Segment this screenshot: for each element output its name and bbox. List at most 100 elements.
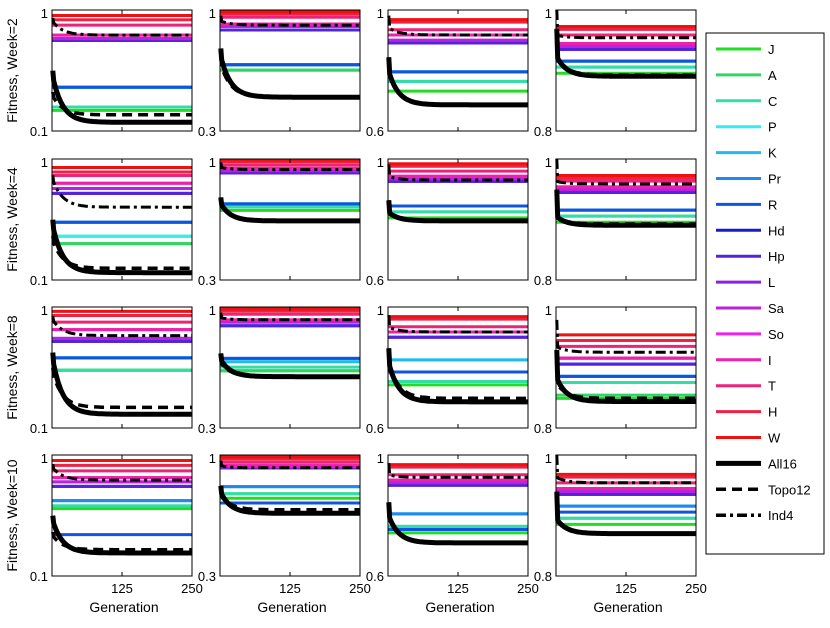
legend-label: Hd — [768, 223, 785, 238]
x-tick-label: 125 — [279, 581, 301, 596]
y-tick-label: 0.8 — [534, 273, 552, 288]
y-tick-label: 1 — [545, 303, 552, 318]
series-topo12-line — [51, 91, 192, 117]
y-tick-label: 1 — [545, 6, 552, 21]
x-tick-label: 250 — [349, 581, 371, 596]
panel-r2-c2: 10.3 — [198, 155, 361, 288]
y-tick-label: 1 — [41, 6, 48, 21]
x-axis-label: Generation — [593, 599, 662, 615]
y-tick-label: 1 — [377, 6, 384, 21]
y-tick-label: 0.3 — [198, 124, 216, 139]
legend-entry-p: P — [716, 120, 777, 135]
legend-label: L — [768, 275, 775, 290]
series-ind4-line — [51, 315, 192, 338]
series-ind4-line — [219, 312, 360, 322]
legend-label: K — [768, 146, 777, 161]
panel-r4-c2: 125 250 1 0.3 Generation — [198, 451, 371, 615]
series-all16-line — [50, 515, 193, 556]
series-all16-line — [50, 219, 193, 276]
legend-entry-j: J — [716, 42, 775, 57]
series-topo12-line — [387, 502, 528, 545]
y-tick-label: 0.1 — [30, 124, 48, 139]
y-axis-label: Fitness, Week=4 — [4, 167, 20, 272]
y-tick-label: 1 — [377, 451, 384, 466]
panel-frame — [51, 158, 193, 281]
series-ind4-line — [387, 463, 528, 479]
legend-entry-l: L — [716, 275, 775, 290]
legend-entry-i: I — [716, 353, 772, 368]
legend-label: All16 — [768, 456, 797, 471]
y-tick-label: 1 — [41, 155, 48, 170]
panel-frame — [387, 306, 529, 429]
panel-r1-c3: 10.6 — [366, 6, 529, 139]
panel-frame — [51, 9, 193, 132]
series-ind4-line — [219, 15, 360, 27]
series-all16-line — [386, 502, 529, 546]
series-all16-line — [218, 485, 361, 516]
legend-entry-all16: All16 — [716, 456, 797, 471]
legend-label: Sa — [768, 301, 785, 316]
series-ind4-line — [387, 15, 528, 37]
legend-entry-topo12: Topo12 — [716, 482, 811, 497]
panel-frame — [387, 454, 529, 577]
legend-entry-c: C — [716, 94, 777, 109]
series-ind4-line — [219, 460, 360, 470]
panel-frame — [51, 454, 193, 577]
panel-r1-c4: 10.8 — [534, 6, 697, 139]
series-all16-line — [218, 353, 361, 380]
series-ind4-line — [555, 319, 696, 354]
y-tick-label: 0.3 — [198, 569, 216, 584]
y-tick-label: 0.6 — [366, 124, 384, 139]
legend-label: Hp — [768, 249, 785, 264]
series-all16-line — [218, 48, 361, 100]
series-ind4-line — [555, 9, 696, 40]
legend-label: A — [768, 68, 777, 83]
legend-entry-ind4: Ind4 — [716, 508, 793, 523]
x-tick-label: 250 — [517, 581, 539, 596]
y-tick-label: 0.1 — [30, 569, 48, 584]
legend-entry-r: R — [716, 197, 777, 212]
panel-r3-c3: 10.6 — [366, 303, 529, 436]
x-axis-label: Generation — [257, 599, 326, 615]
series-all16-line — [386, 348, 529, 405]
y-axis-label: Fitness, Week=8 — [4, 315, 20, 420]
y-tick-label: 1 — [41, 451, 48, 466]
y-tick-label: 0.8 — [534, 421, 552, 436]
x-tick-label: 125 — [615, 581, 637, 596]
series-ind4-line — [387, 315, 528, 334]
legend-label: Pr — [768, 172, 782, 187]
series-all16-line — [50, 70, 193, 125]
legend-label: I — [768, 353, 772, 368]
series-ind4-line — [219, 162, 360, 172]
panel-frame — [555, 306, 697, 429]
x-axis-label: Generation — [89, 599, 158, 615]
series-all16-line — [554, 349, 697, 404]
series-all16-line — [554, 189, 697, 228]
y-tick-label: 0.6 — [366, 273, 384, 288]
series-topo12-line — [51, 367, 192, 410]
legend-entry-hd: Hd — [716, 223, 785, 238]
y-tick-label: 0.1 — [30, 273, 48, 288]
y-tick-label: 1 — [377, 303, 384, 318]
legend-entry-t: T — [716, 379, 776, 394]
series-all16-line — [218, 197, 361, 224]
series-ind4-line — [51, 175, 192, 209]
series-ind4-line — [51, 463, 192, 482]
legend-label: Ind4 — [768, 508, 793, 523]
series-ind4-line — [51, 17, 192, 37]
legend-entry-hp: Hp — [716, 249, 785, 264]
series-ind4-line — [555, 158, 696, 186]
panel-r4-c1: 125 250 1 0.1 Generation — [30, 451, 203, 615]
legend-entry-sa: Sa — [716, 301, 785, 316]
panel-r1-c1: 10.1 — [30, 6, 193, 139]
y-tick-label: 1 — [545, 451, 552, 466]
series-topo12-line — [555, 189, 696, 226]
y-tick-label: 0.1 — [30, 421, 48, 436]
legend-label: J — [768, 42, 775, 57]
panel-r2-c3: 10.6 — [366, 155, 529, 288]
legend-label: Topo12 — [768, 482, 811, 497]
legend-entry-a: A — [716, 68, 777, 83]
